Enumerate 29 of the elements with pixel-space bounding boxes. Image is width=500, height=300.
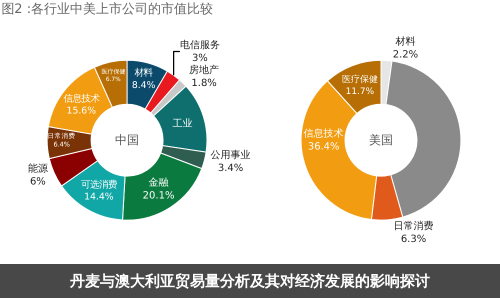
data-label: 3%: [192, 53, 208, 64]
slice-label: 材料: [394, 36, 416, 48]
chart-title: 图2 :各行业中美上市公司的市值比较: [1, 1, 214, 18]
data-label: 11.7%: [346, 86, 374, 97]
data-label: 6.3%: [400, 234, 426, 245]
slice-label: 金融: [148, 176, 169, 188]
data-label: 36.4%: [308, 142, 340, 153]
slice-label: 可选消费: [80, 180, 117, 190]
slice-label: 电信服务: [180, 39, 220, 52]
slice-label: 日常消费: [394, 220, 434, 232]
data-label: 2.2%: [392, 50, 418, 61]
data-label: 20.1%: [142, 190, 174, 202]
text: 美国: [369, 133, 393, 147]
slice-label: 工业: [172, 117, 192, 130]
data-label: 3.4%: [218, 162, 244, 174]
data-label: 14.4%: [84, 192, 114, 203]
slice-label: 公用事业: [210, 148, 251, 161]
slice-label: 信息技术: [63, 93, 100, 104]
data-label: 8.4%: [132, 80, 156, 91]
slice-label: 材料: [134, 68, 153, 79]
slice-label: 能源: [28, 162, 48, 174]
slice-label: 医疗保健: [342, 74, 378, 86]
text: 中国: [115, 133, 139, 147]
data-label: 1.8%: [191, 78, 217, 90]
data-label: 15.6%: [66, 106, 96, 117]
slice-label: 房地产: [189, 64, 220, 76]
caption-banner: 丹麦与澳大利亚贸易量分析及其对经济发展的影响探讨: [0, 264, 500, 298]
data-label: 6%: [30, 176, 46, 188]
slice-label: 信息技术: [304, 128, 344, 140]
